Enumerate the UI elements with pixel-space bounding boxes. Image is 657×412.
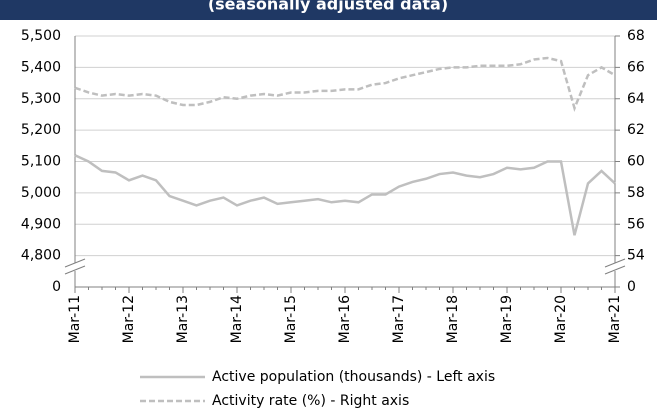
y2-tick-label: 62 [627, 122, 645, 138]
y2-tick-label: 0 [627, 279, 636, 295]
x-tick-label: Mar-12 [121, 295, 137, 343]
axis-break-mark [604, 265, 626, 275]
data-line [74, 154, 616, 236]
axis-break-mark [64, 258, 86, 268]
x-tick-label: Mar-18 [445, 295, 461, 343]
chart-title: (seasonally adjusted data) [208, 0, 448, 14]
x-tick-label: Mar-21 [607, 295, 623, 343]
legend-label: Active population (thousands) - Left axi… [212, 369, 495, 385]
x-tick-label: Mar-15 [283, 295, 299, 343]
x-tick-label: Mar-13 [175, 295, 191, 343]
y-tick-label: 5,300 [21, 91, 61, 107]
axis-break-mark [604, 258, 626, 268]
y-tick-label: 0 [52, 279, 61, 295]
y-tick-label: 5,000 [21, 185, 61, 201]
x-tick-label: Mar-17 [391, 295, 407, 343]
data-line [74, 56, 616, 112]
legend-label: Activity rate (%) - Right axis [212, 393, 409, 409]
axis-break-gap [65, 263, 85, 271]
axis-break-gap [605, 263, 625, 271]
y2-tick-label: 56 [627, 216, 645, 232]
x-tick-label: Mar-14 [229, 295, 245, 343]
x-tick-label: Mar-19 [499, 295, 515, 343]
x-tick-label: Mar-16 [337, 295, 353, 343]
x-tick-label: Mar-11 [67, 295, 83, 343]
y2-tick-label: 54 [627, 248, 645, 264]
y2-tick-label: 68 [627, 28, 645, 44]
x-tick-label: Mar-20 [553, 295, 569, 343]
y2-tick-label: 60 [627, 154, 645, 170]
y-tick-label: 4,900 [21, 216, 61, 232]
y-tick-label: 5,100 [21, 154, 61, 170]
y2-tick-label: 58 [627, 185, 645, 201]
y-tick-label: 4,800 [21, 248, 61, 264]
y-tick-label: 5,400 [21, 59, 61, 75]
y2-tick-label: 66 [627, 59, 645, 75]
y-tick-label: 5,200 [21, 122, 61, 138]
axis-break-mark [64, 265, 86, 275]
title-banner [0, 0, 657, 20]
y2-tick-label: 64 [627, 91, 645, 107]
y-tick-label: 5,500 [21, 28, 61, 44]
